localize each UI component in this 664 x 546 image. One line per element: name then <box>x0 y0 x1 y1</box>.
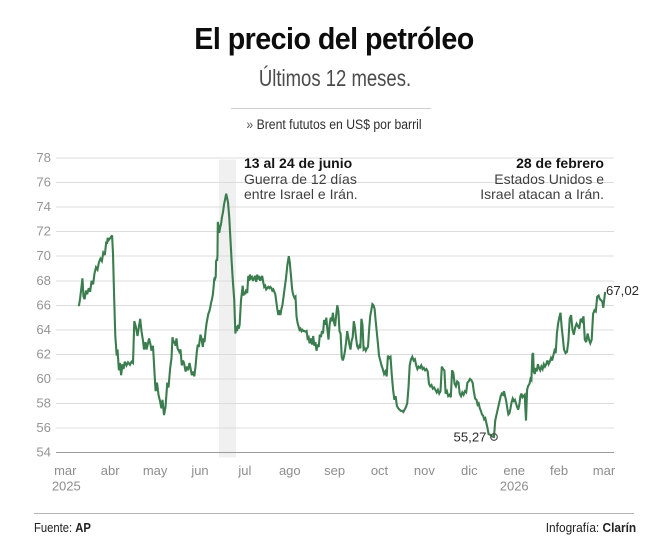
svg-text:abr: abr <box>101 463 120 478</box>
svg-text:74: 74 <box>36 199 51 214</box>
svg-text:jun: jun <box>190 463 208 478</box>
svg-text:58: 58 <box>36 395 51 410</box>
svg-text:76: 76 <box>36 175 51 190</box>
svg-text:64: 64 <box>36 322 51 337</box>
svg-text:72: 72 <box>36 224 51 239</box>
svg-text:68: 68 <box>36 273 51 288</box>
svg-text:dic: dic <box>461 463 478 478</box>
svg-text:mar: mar <box>593 463 616 478</box>
svg-text:2026: 2026 <box>500 479 529 494</box>
svg-text:55,27: 55,27 <box>453 430 486 445</box>
svg-text:ene: ene <box>503 463 525 478</box>
svg-text:60: 60 <box>36 371 51 386</box>
svg-text:67,02: 67,02 <box>606 283 639 298</box>
svg-text:2025: 2025 <box>52 479 81 494</box>
svg-text:78: 78 <box>36 150 51 165</box>
svg-text:ago: ago <box>279 463 301 478</box>
svg-text:54: 54 <box>36 445 51 460</box>
svg-text:nov: nov <box>414 463 435 478</box>
svg-text:sep: sep <box>324 463 345 478</box>
svg-text:oct: oct <box>371 463 389 478</box>
svg-text:feb: feb <box>550 463 568 478</box>
svg-text:66: 66 <box>36 297 51 312</box>
svg-text:jul: jul <box>237 463 251 478</box>
svg-text:mar: mar <box>54 463 77 478</box>
svg-text:62: 62 <box>36 346 51 361</box>
svg-text:56: 56 <box>36 420 51 435</box>
svg-text:70: 70 <box>36 248 51 263</box>
svg-text:may: may <box>143 463 168 478</box>
